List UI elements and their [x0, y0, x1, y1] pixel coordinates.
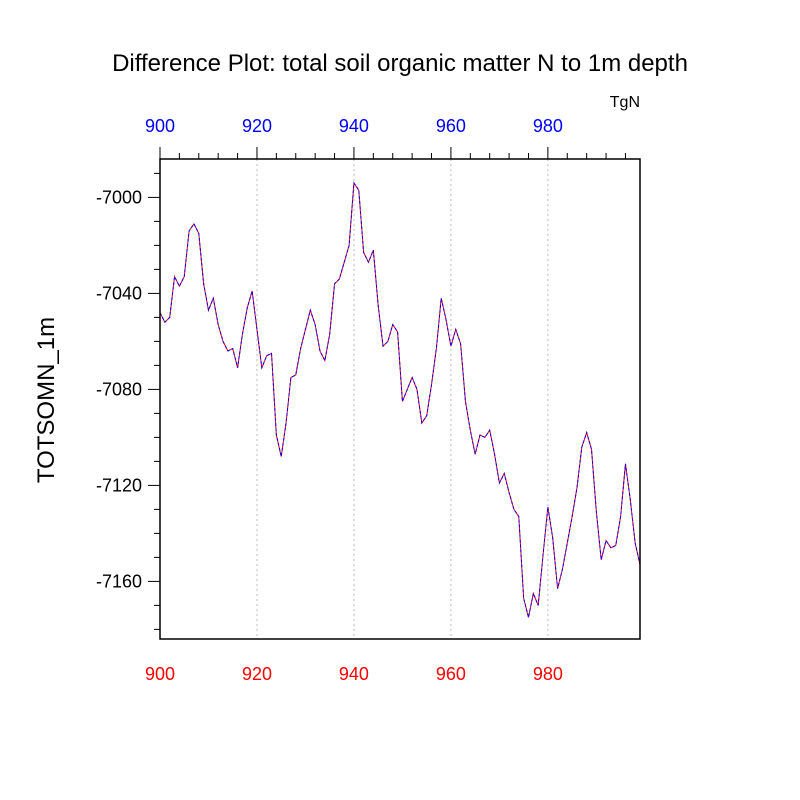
plot-frame	[159, 158, 641, 640]
y-tick-label: -7080	[96, 379, 142, 399]
x-top-tick-label: 960	[436, 116, 466, 136]
x-bottom-tick-label: 900	[145, 664, 175, 684]
series-line-primary	[159, 181, 641, 618]
x-top-tick-label: 980	[533, 116, 563, 136]
y-tick-label: -7120	[96, 475, 142, 495]
chart-title: Difference Plot: total soil organic matt…	[112, 50, 688, 77]
series-line-secondary	[159, 181, 641, 618]
y-tick-label: -7160	[96, 571, 142, 591]
y-tick-label: -7000	[96, 187, 142, 207]
x-axis-top-ticks: 900 920 940 960 980	[145, 116, 626, 159]
x-bottom-tick-label: 920	[242, 664, 272, 684]
x-top-tick-label: 920	[242, 116, 272, 136]
x-top-tick-label: 940	[339, 116, 369, 136]
grid-lines	[256, 159, 549, 639]
x-bottom-tick-label: 940	[339, 664, 369, 684]
units-label: TgN	[610, 94, 640, 111]
data-series	[159, 181, 641, 618]
x-axis-bottom-ticks: 900 920 940 960 980	[145, 664, 563, 684]
y-axis-ticks: -7000 -7040 -7080 -7120 -7160	[96, 172, 160, 630]
x-top-tick-label: 900	[145, 116, 175, 136]
x-bottom-tick-label: 960	[436, 664, 466, 684]
y-axis-label: TOTSOMN_1m	[33, 317, 60, 483]
x-bottom-tick-label: 980	[533, 664, 563, 684]
y-tick-label: -7040	[96, 283, 142, 303]
